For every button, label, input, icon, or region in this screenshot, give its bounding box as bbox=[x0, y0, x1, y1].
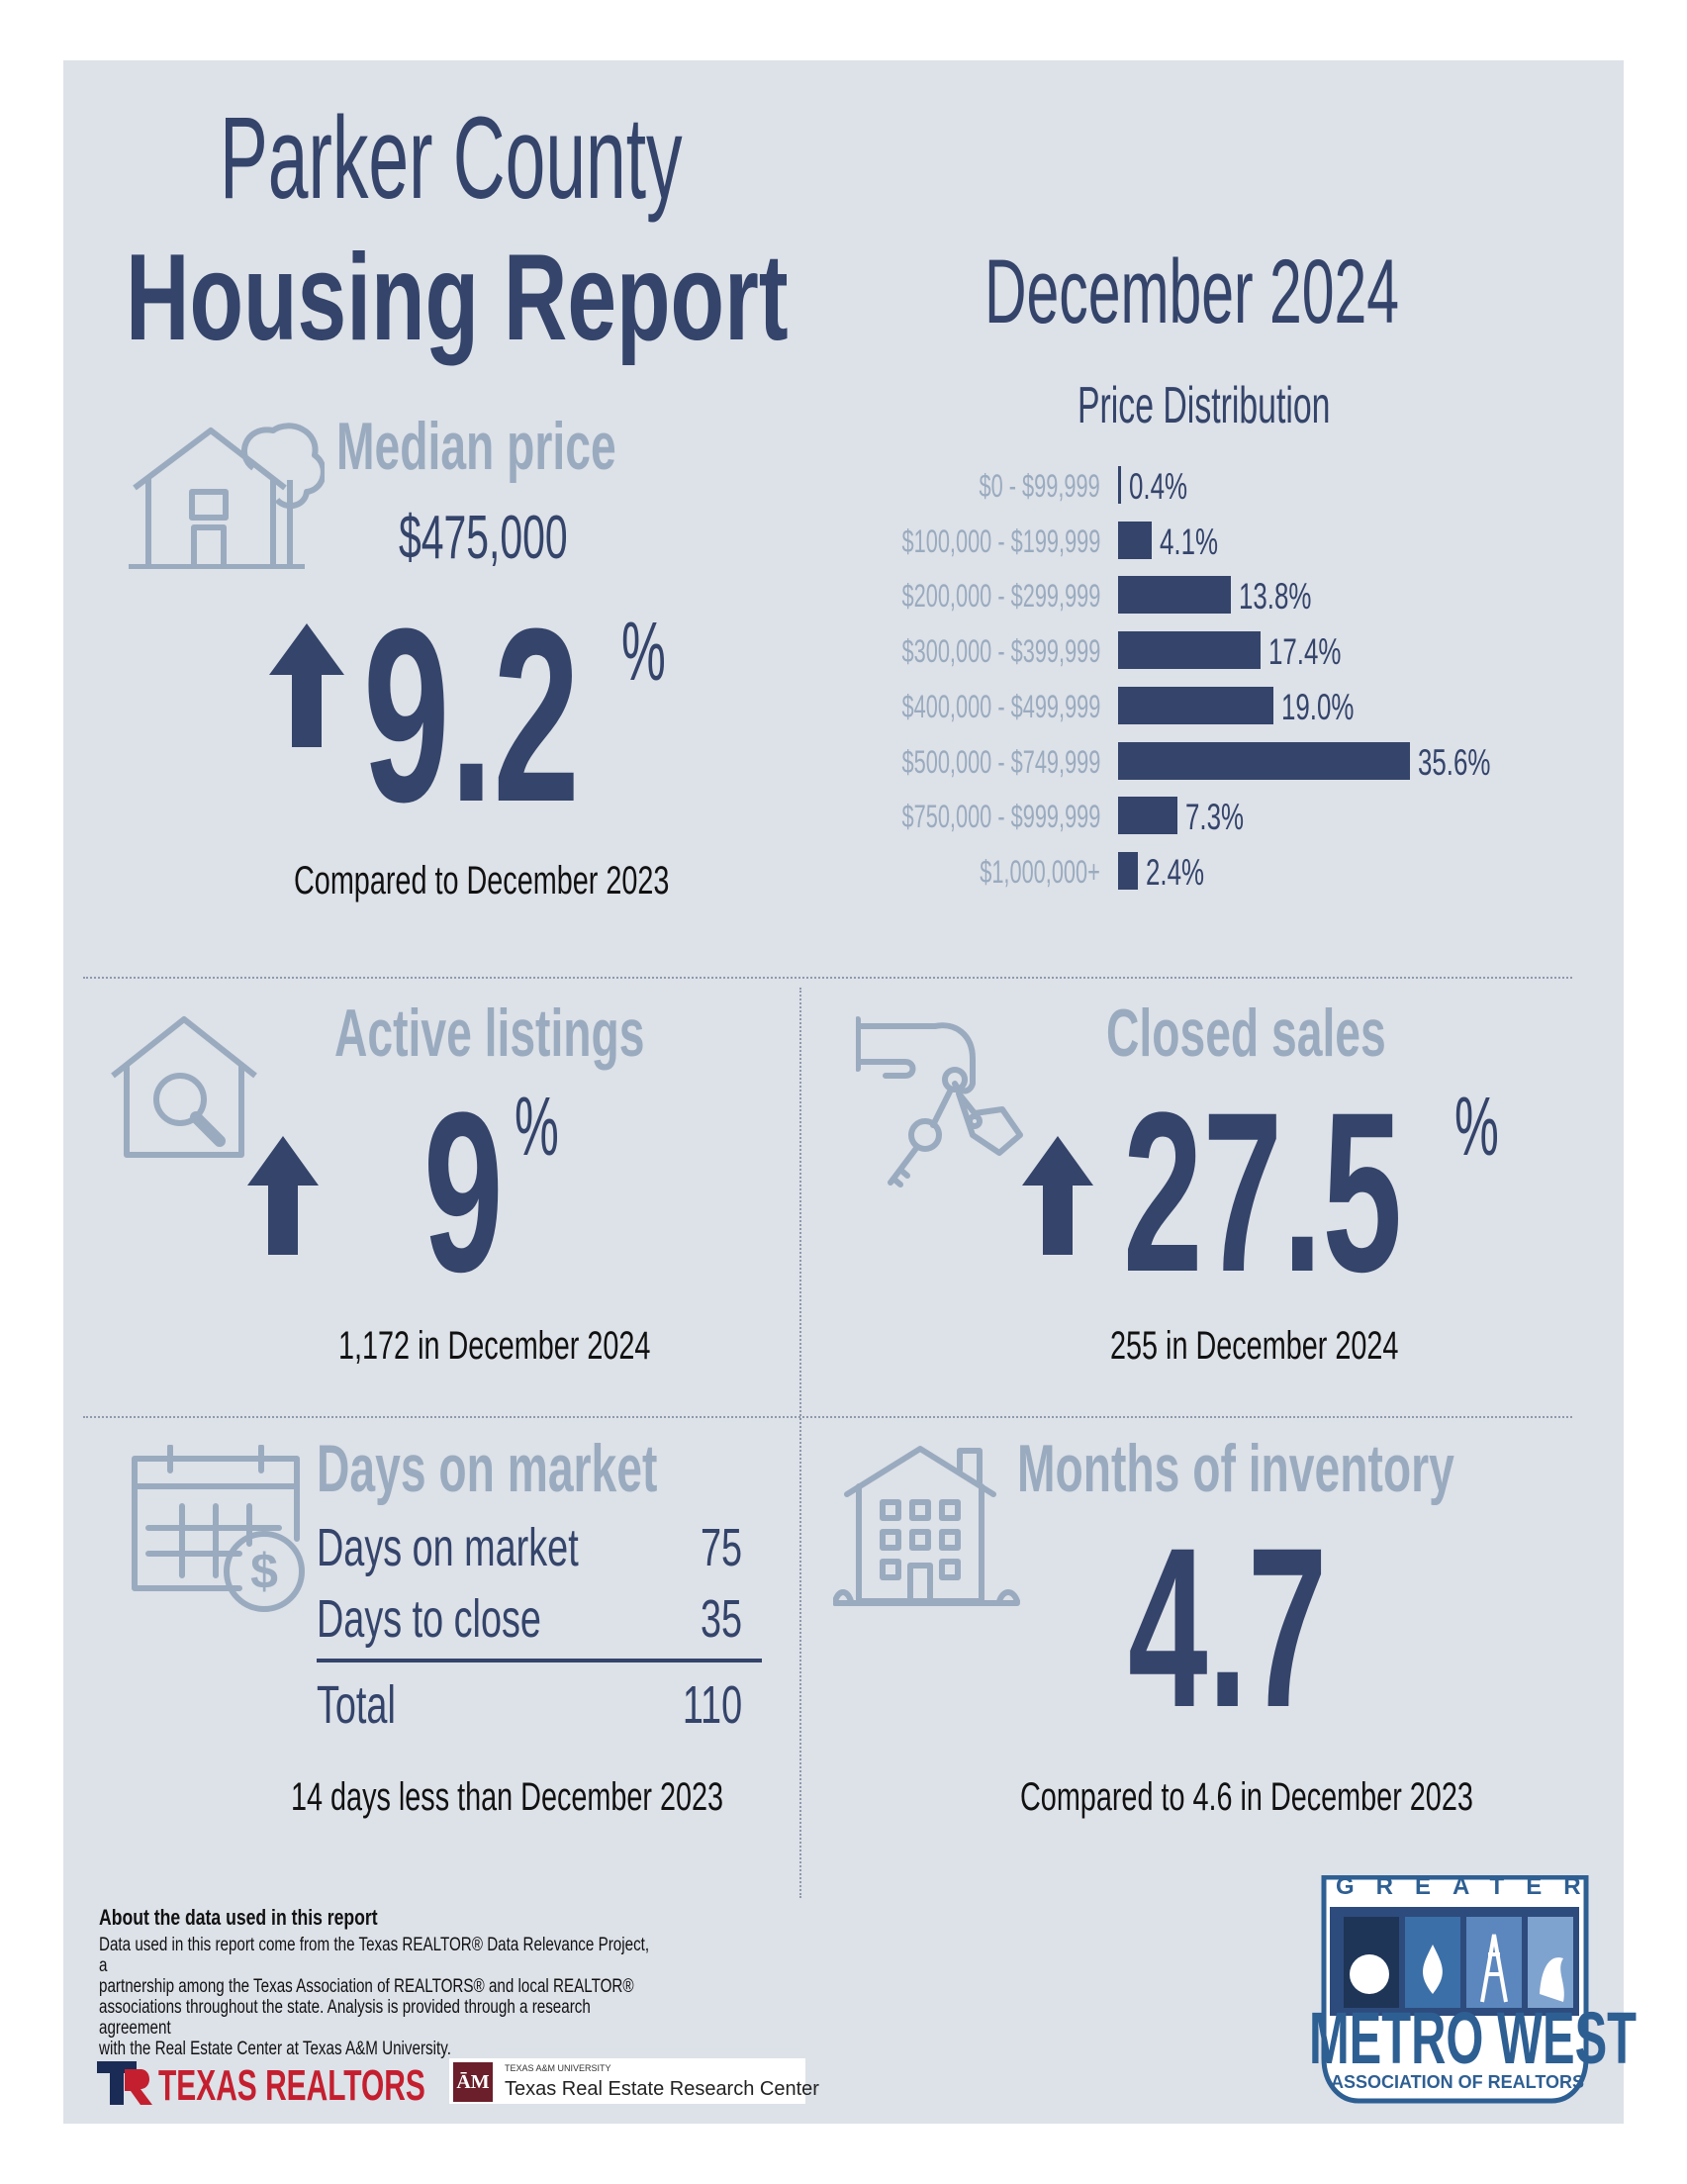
days-on-market-label: Days on market bbox=[317, 1431, 658, 1506]
pd-value-label: 0.4% bbox=[1129, 466, 1188, 507]
up-arrow-icon bbox=[247, 1136, 319, 1255]
house-magnifier-icon bbox=[111, 1016, 257, 1158]
dtc-row-label: Days to close bbox=[317, 1589, 541, 1649]
pd-value-label: 17.4% bbox=[1268, 631, 1342, 673]
pd-bar bbox=[1118, 851, 1138, 890]
median-price-value: $475,000 bbox=[399, 504, 568, 572]
metro-association-text: ASSOCIATION OF REALTORS bbox=[1331, 2072, 1585, 2092]
pd-category-label: $300,000 - $399,999 bbox=[901, 633, 1100, 670]
pd-value-label: 2.4% bbox=[1145, 851, 1204, 893]
pd-bar bbox=[1118, 631, 1262, 670]
pd-category-label: $400,000 - $499,999 bbox=[901, 688, 1100, 724]
pd-category-label: $1,000,000+ bbox=[980, 853, 1100, 890]
texas-realtors-mark-icon bbox=[97, 2061, 152, 2105]
up-arrow-icon bbox=[1022, 1136, 1093, 1255]
price-distribution-title: Price Distribution bbox=[1078, 377, 1331, 434]
title-line-2: Housing Report bbox=[126, 230, 789, 366]
active-listings-pct: % bbox=[515, 1080, 559, 1173]
closed-sales-pct: % bbox=[1454, 1080, 1499, 1173]
months-inventory-label: Months of inventory bbox=[1017, 1431, 1454, 1506]
up-arrow-icon bbox=[269, 623, 344, 747]
active-listings-caption: 1,172 in December 2024 bbox=[338, 1324, 651, 1368]
about-text: Data used in this report come from the T… bbox=[99, 1935, 653, 2059]
divider-vertical bbox=[799, 988, 801, 1898]
pd-category-label: $200,000 - $299,999 bbox=[901, 578, 1100, 615]
about-line: partnership among the Texas Association … bbox=[99, 1976, 634, 1997]
dtc-row-value: 35 bbox=[700, 1589, 742, 1649]
title-line-1: Parker County bbox=[220, 93, 683, 224]
tamu-logo-box bbox=[449, 2058, 805, 2104]
house-tree-icon bbox=[129, 423, 325, 569]
closed-sales-caption: 255 in December 2024 bbox=[1110, 1324, 1399, 1368]
pd-category-label: $500,000 - $749,999 bbox=[901, 743, 1100, 780]
active-listings-change: 9 bbox=[423, 1065, 504, 1319]
pd-value-label: 7.3% bbox=[1185, 797, 1245, 838]
about-heading: About the data used in this report bbox=[99, 1905, 378, 1930]
total-value: 110 bbox=[682, 1675, 742, 1735]
months-inventory-caption: Compared to 4.6 in December 2023 bbox=[1020, 1775, 1473, 1819]
svg-text:$: $ bbox=[250, 1544, 278, 1599]
months-inventory-value: 4.7 bbox=[1128, 1500, 1328, 1755]
about-line: associations throughout the state. Analy… bbox=[99, 1997, 591, 2039]
pd-value-label: 35.6% bbox=[1418, 741, 1491, 783]
tamu-main-text: Texas Real Estate Research Center bbox=[505, 2078, 819, 2100]
texas-realtors-logo: TEXAS REALTORS bbox=[158, 2061, 425, 2110]
calendar-dollar-icon: $ bbox=[132, 1445, 305, 1612]
median-price-label: Median price bbox=[336, 409, 616, 484]
median-price-pct: % bbox=[621, 605, 666, 698]
metro-west-text: METRO WEST bbox=[1309, 1997, 1638, 2079]
metro-greater-text: GREATER bbox=[1336, 1873, 1603, 1900]
tamu-small-text: TEXAS A&M UNIVERSITY bbox=[505, 2063, 611, 2073]
pd-category-label: $0 - $99,999 bbox=[979, 468, 1100, 504]
closed-sales-change: 27.5 bbox=[1123, 1065, 1403, 1319]
days-on-market-caption: 14 days less than December 2023 bbox=[291, 1775, 724, 1819]
divider-2 bbox=[83, 1416, 1572, 1418]
about-line: Data used in this report come from the T… bbox=[99, 1935, 650, 1976]
divider-1 bbox=[83, 977, 1572, 979]
total-rule bbox=[317, 1659, 762, 1662]
dom-row-value: 75 bbox=[700, 1518, 742, 1577]
pd-bar bbox=[1118, 797, 1178, 835]
about-line: with the Real Estate Center at Texas A&M… bbox=[99, 2039, 451, 2059]
pd-category-label: $100,000 - $199,999 bbox=[901, 522, 1100, 559]
building-icon bbox=[833, 1446, 1020, 1606]
pd-value-label: 19.0% bbox=[1281, 686, 1355, 727]
metro-west-logo bbox=[1321, 1875, 1589, 2104]
pd-bar bbox=[1118, 741, 1410, 780]
total-label: Total bbox=[317, 1675, 396, 1735]
pd-value-label: 4.1% bbox=[1159, 521, 1219, 562]
median-price-change: 9.2 bbox=[363, 577, 580, 853]
active-listings-label: Active listings bbox=[334, 996, 645, 1071]
pd-bar bbox=[1118, 466, 1122, 504]
report-panel bbox=[63, 60, 1624, 2124]
pd-bar bbox=[1118, 576, 1232, 615]
median-price-caption: Compared to December 2023 bbox=[294, 859, 670, 902]
hand-keys-icon bbox=[856, 1016, 1023, 1187]
report-month: December 2024 bbox=[984, 241, 1399, 342]
tamu-mark-icon: ĀM bbox=[453, 2062, 493, 2102]
pd-bar bbox=[1118, 521, 1152, 559]
pd-value-label: 13.8% bbox=[1239, 576, 1312, 617]
dom-row-label: Days on market bbox=[317, 1518, 579, 1577]
pd-bar bbox=[1118, 686, 1274, 724]
closed-sales-label: Closed sales bbox=[1106, 996, 1386, 1071]
pd-category-label: $750,000 - $999,999 bbox=[901, 799, 1100, 835]
